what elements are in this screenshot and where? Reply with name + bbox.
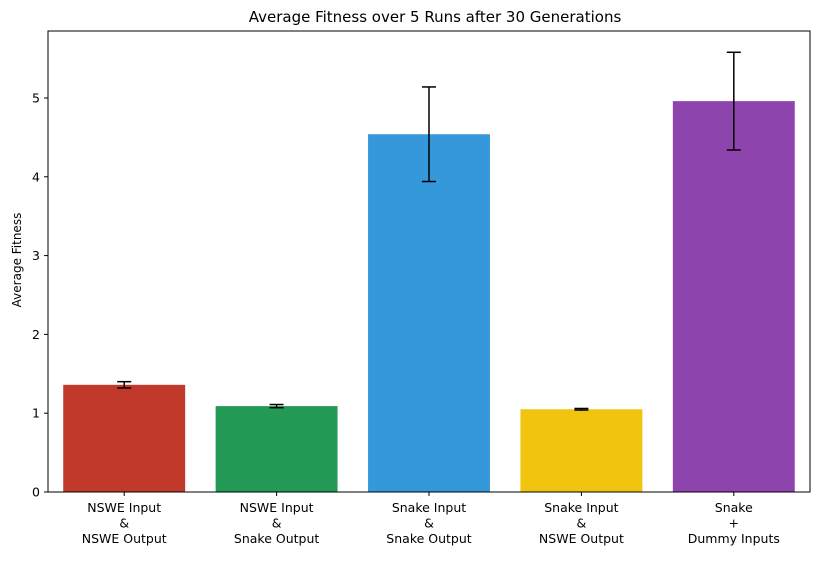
x-tick-label: NSWE Output [82, 531, 167, 546]
x-tick-label: Snake Output [234, 531, 319, 546]
x-tick-label: Snake Output [386, 531, 471, 546]
x-tick-label: & [272, 516, 282, 531]
bar [368, 134, 490, 492]
x-tick-label: + [729, 516, 739, 531]
bar [63, 384, 186, 492]
chart-title: Average Fitness over 5 Runs after 30 Gen… [249, 8, 622, 26]
plot-frame [47, 30, 811, 493]
y-axis-label: Average Fitness [10, 213, 24, 308]
bar [520, 409, 643, 492]
y-tick-label: 1 [32, 406, 40, 421]
x-tick-label: NSWE Input [87, 500, 161, 515]
x-tick-label: Snake [715, 500, 753, 515]
y-tick-label: 4 [32, 169, 40, 184]
x-tick-label: & [424, 516, 434, 531]
x-tick-label: NSWE Input [240, 500, 314, 515]
bar [672, 101, 795, 492]
bar [215, 406, 338, 492]
error-bars-layer [117, 51, 741, 411]
y-tick-label: 5 [32, 90, 40, 105]
y-axis-ticks: 0 1 2 3 4 5 [32, 90, 48, 500]
x-tick-label: & [119, 516, 129, 531]
x-tick-label: NSWE Output [539, 531, 624, 546]
x-tick-label: & [577, 516, 587, 531]
y-tick-label: 0 [32, 485, 40, 500]
y-tick-label: 3 [32, 248, 40, 263]
x-tick-label: Snake Input [544, 500, 618, 515]
x-tick-label: Snake Input [392, 500, 466, 515]
bars-layer [63, 101, 795, 492]
x-tick-label: Dummy Inputs [688, 531, 780, 546]
y-tick-label: 2 [32, 327, 40, 342]
